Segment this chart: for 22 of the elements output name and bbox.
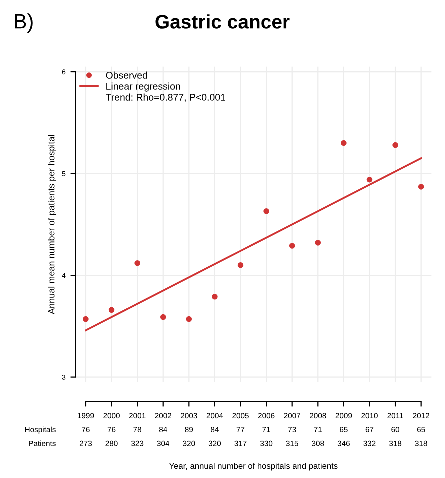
annotation: Trend: Rho=0.877, P<0.001 [106, 94, 226, 102]
y-axis-title: Annual mean number of patients per hospital [48, 135, 57, 314]
point [264, 208, 270, 214]
point [238, 262, 244, 268]
point [418, 184, 424, 190]
point [341, 140, 347, 146]
legend-label: Linear regression [106, 82, 180, 92]
point [134, 260, 140, 266]
point [83, 316, 89, 322]
line-series [85, 158, 422, 332]
point [366, 176, 373, 183]
point [392, 142, 398, 148]
chart-title: Gastric cancer [156, 14, 290, 29]
text: Year, annual number of hospitals and patients [169, 462, 338, 471]
point [108, 307, 115, 314]
point [289, 243, 296, 249]
point [315, 240, 322, 246]
text: B) [15, 14, 33, 33]
point [160, 314, 166, 320]
legend-label: Observed [106, 72, 148, 79]
point [212, 294, 218, 300]
point [186, 316, 192, 322]
